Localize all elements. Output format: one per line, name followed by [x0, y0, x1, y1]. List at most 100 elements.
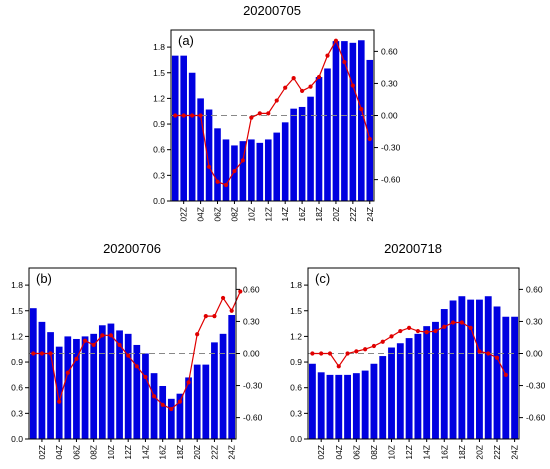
- x-tick-label: 14Z: [140, 445, 150, 460]
- left-tick-label: 0.0: [11, 434, 23, 444]
- series-point: [380, 339, 385, 344]
- series-point: [198, 113, 203, 118]
- x-tick-label: 20Z: [331, 207, 341, 222]
- left-tick-label: 1.2: [11, 331, 23, 341]
- series-point: [333, 38, 339, 43]
- bar: [124, 333, 132, 439]
- right-tick-label: -0.60: [381, 175, 401, 185]
- bar: [64, 336, 72, 439]
- x-tick-label: 24Z: [365, 207, 375, 222]
- series-point: [177, 399, 183, 404]
- x-tick-label: 02Z: [179, 207, 189, 222]
- left-tick-label: 1.5: [11, 306, 23, 316]
- bar: [370, 363, 378, 439]
- bar: [29, 308, 37, 439]
- bar: [326, 374, 334, 440]
- bar: [193, 364, 201, 439]
- bar: [180, 55, 187, 202]
- x-tick-label: 06Z: [213, 207, 223, 222]
- series-point: [266, 111, 271, 116]
- bar: [332, 41, 340, 201]
- series-point: [468, 325, 473, 330]
- series-point: [486, 351, 491, 356]
- series-point: [126, 353, 131, 358]
- left-tick-label: 1.2: [153, 93, 165, 103]
- x-tick-label: 16Z: [439, 445, 449, 460]
- bar: [335, 374, 343, 440]
- right-tick-label: 0.00: [243, 349, 260, 359]
- series-point: [336, 364, 341, 369]
- left-tick-label: 1.8: [153, 42, 165, 52]
- x-tick-label: 14Z: [422, 445, 432, 460]
- x-tick-label: 04Z: [196, 207, 206, 222]
- series-point: [151, 394, 157, 399]
- bar: [214, 128, 221, 201]
- x-tick-label: 24Z: [227, 445, 237, 460]
- bar: [205, 109, 213, 201]
- x-tick-label: 02Z: [316, 445, 326, 460]
- x-tick-label: 16Z: [158, 445, 168, 460]
- series-point: [283, 85, 288, 90]
- x-tick-label: 14Z: [280, 207, 290, 222]
- right-tick-label: 0.00: [526, 349, 543, 359]
- series-point: [274, 98, 279, 103]
- bar: [47, 332, 54, 440]
- series-point: [424, 330, 429, 335]
- bar: [239, 141, 247, 201]
- series-point: [57, 399, 62, 404]
- series-point: [494, 355, 500, 360]
- series-point: [117, 342, 122, 348]
- series-point: [160, 402, 165, 407]
- bar: [366, 59, 374, 202]
- series-point: [327, 351, 333, 356]
- series-point: [310, 351, 315, 356]
- series-point: [220, 295, 226, 301]
- series-point: [173, 113, 178, 118]
- series-point: [450, 320, 456, 325]
- left-tick-label: 0.6: [11, 383, 23, 393]
- bar: [116, 330, 123, 439]
- series-point: [350, 83, 355, 88]
- right-tick-label: 0.30: [381, 78, 398, 88]
- series-point: [74, 356, 79, 361]
- left-tick-label: 0.9: [11, 357, 23, 367]
- series-point: [143, 374, 148, 380]
- right-tick-label: 0.60: [526, 284, 543, 294]
- series-line: [175, 39, 371, 186]
- series-point: [215, 179, 220, 184]
- x-tick-label: 22Z: [209, 445, 219, 460]
- right-tick-label: -0.30: [526, 381, 546, 391]
- x-tick-label: 02Z: [37, 445, 47, 460]
- x-tick-label: 18Z: [175, 445, 185, 460]
- bar: [358, 40, 365, 202]
- series-point: [229, 308, 234, 313]
- left-tick-label: 0.9: [153, 119, 165, 129]
- bar: [202, 364, 210, 439]
- left-tick-label: 1.2: [290, 331, 302, 341]
- right-tick-label: 0.60: [243, 284, 260, 294]
- series-point: [249, 115, 254, 120]
- x-tick-label: 08Z: [89, 445, 99, 460]
- x-tick-label: 18Z: [314, 207, 324, 222]
- bar: [273, 132, 281, 201]
- left-tick-label: 0.0: [290, 434, 302, 444]
- x-tick-label: 04Z: [54, 445, 64, 460]
- series-point: [257, 111, 262, 116]
- x-tick-label: 10Z: [387, 445, 397, 460]
- bar: [388, 347, 395, 439]
- right-tick-label: -0.30: [243, 381, 263, 391]
- left-tick-label: 1.8: [290, 280, 302, 290]
- bar: [188, 72, 196, 201]
- x-tick-label: 04Z: [334, 445, 344, 460]
- bar: [324, 68, 331, 201]
- x-tick-label: 08Z: [369, 445, 379, 460]
- bar: [379, 356, 387, 439]
- series-point: [342, 59, 347, 65]
- bar: [231, 145, 238, 201]
- series-point: [363, 347, 368, 352]
- bar: [349, 42, 357, 201]
- series-point: [319, 351, 324, 356]
- series-point: [181, 113, 186, 118]
- series-point: [325, 53, 330, 58]
- series-point: [91, 342, 96, 348]
